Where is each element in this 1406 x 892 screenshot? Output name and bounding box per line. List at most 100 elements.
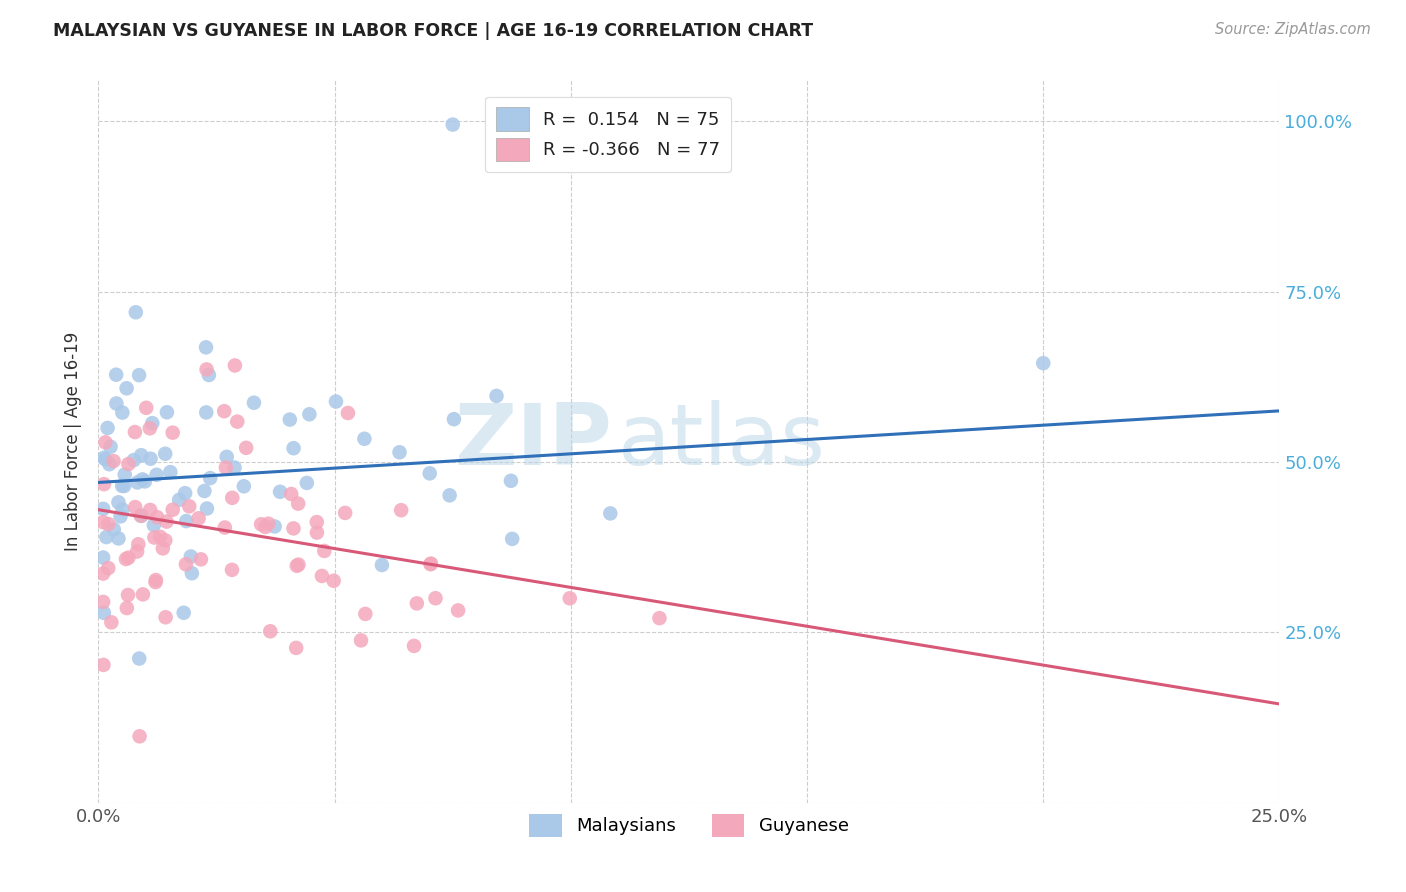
Point — [283, 441, 305, 455]
Point — [128, 729, 150, 743]
Point — [420, 557, 443, 571]
Point — [105, 368, 128, 382]
Point — [146, 510, 169, 524]
Point — [648, 611, 671, 625]
Point — [350, 633, 373, 648]
Point — [443, 412, 465, 426]
Point — [441, 118, 464, 132]
Point — [155, 610, 177, 624]
Point — [214, 520, 236, 534]
Point — [314, 544, 336, 558]
Point — [114, 467, 136, 482]
Text: MALAYSIAN VS GUYANESE IN LABOR FORCE | AGE 16-19 CORRELATION CHART: MALAYSIAN VS GUYANESE IN LABOR FORCE | A… — [53, 22, 814, 40]
Point — [103, 454, 125, 468]
Point — [389, 503, 412, 517]
Point — [91, 595, 114, 609]
Point — [283, 521, 305, 535]
Point — [91, 550, 114, 565]
Point — [107, 495, 129, 509]
Point — [512, 118, 534, 132]
Point — [501, 532, 523, 546]
Point — [280, 487, 302, 501]
Point — [162, 425, 184, 440]
Point — [152, 541, 174, 556]
Point — [371, 558, 394, 572]
Point — [149, 530, 172, 544]
Point — [298, 407, 321, 421]
Text: ZIP: ZIP — [454, 400, 612, 483]
Point — [139, 421, 162, 435]
Point — [285, 640, 308, 655]
Point — [111, 406, 134, 420]
Point — [96, 530, 118, 544]
Point — [419, 467, 441, 481]
Point — [215, 460, 238, 475]
Point — [155, 447, 177, 461]
Point — [269, 484, 291, 499]
Point — [257, 516, 280, 531]
Point — [100, 615, 122, 630]
Point — [174, 558, 197, 572]
Point — [125, 544, 148, 558]
Point — [142, 518, 165, 533]
Point — [311, 569, 333, 583]
Point — [599, 507, 621, 521]
Point — [143, 531, 166, 545]
Point — [322, 574, 344, 588]
Point — [190, 552, 212, 566]
Point — [447, 603, 470, 617]
Point — [195, 501, 218, 516]
Point — [353, 432, 375, 446]
Point — [97, 561, 120, 575]
Point — [224, 460, 246, 475]
Point — [103, 522, 125, 536]
Point — [402, 639, 425, 653]
Point — [159, 465, 181, 479]
Point — [117, 588, 139, 602]
Point — [155, 515, 177, 529]
Point — [195, 362, 218, 376]
Point — [173, 606, 195, 620]
Point — [127, 537, 149, 551]
Point — [117, 457, 139, 471]
Point — [198, 471, 221, 485]
Point — [278, 412, 301, 426]
Point — [141, 416, 163, 430]
Point — [117, 550, 139, 565]
Point — [305, 515, 328, 529]
Point — [112, 479, 135, 493]
Point — [259, 624, 281, 639]
Point — [93, 477, 115, 491]
Point — [91, 515, 114, 529]
Point — [128, 368, 150, 383]
Point — [111, 479, 134, 493]
Point — [243, 396, 266, 410]
Point — [295, 475, 318, 490]
Point — [499, 474, 522, 488]
Point — [333, 506, 356, 520]
Point — [425, 591, 447, 606]
Point — [107, 532, 129, 546]
Point — [1032, 356, 1054, 370]
Point — [195, 340, 218, 354]
Point — [198, 368, 221, 382]
Point — [128, 651, 150, 665]
Point — [93, 657, 115, 672]
Point — [127, 475, 149, 490]
Point — [388, 445, 411, 459]
Point — [124, 500, 146, 514]
Point — [439, 488, 461, 502]
Point — [135, 401, 157, 415]
Text: Source: ZipAtlas.com: Source: ZipAtlas.com — [1215, 22, 1371, 37]
Point — [115, 381, 138, 395]
Point — [105, 396, 128, 410]
Point — [221, 491, 243, 505]
Point — [235, 441, 257, 455]
Point — [212, 404, 235, 418]
Point — [100, 440, 122, 454]
Point — [180, 549, 202, 564]
Point — [97, 421, 120, 435]
Point — [224, 359, 246, 373]
Point — [489, 118, 512, 132]
Point — [111, 502, 134, 516]
